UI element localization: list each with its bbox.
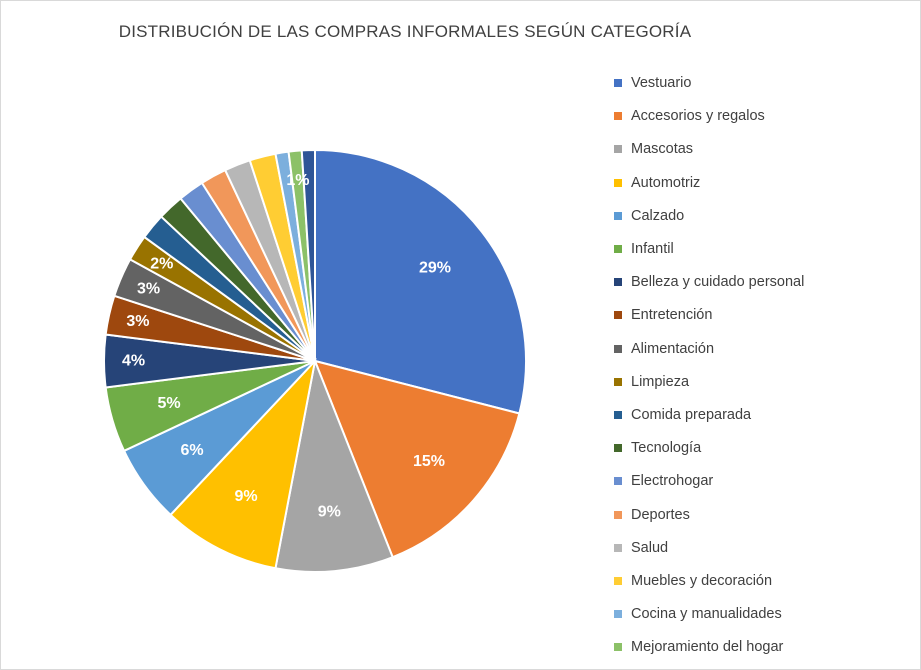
legend-label: Deportes xyxy=(631,506,690,523)
data-label-vestuario: 29% xyxy=(419,259,451,276)
pie-slice-mascotas xyxy=(274,357,394,573)
legend-label: Entretención xyxy=(631,307,713,324)
legend-swatch xyxy=(614,211,622,220)
data-label-alimentacion: 3% xyxy=(137,280,160,297)
legend-item-alimentacion: Alimentación xyxy=(614,339,714,359)
legend-swatch xyxy=(614,178,622,187)
legend-label: Automotriz xyxy=(631,174,701,191)
data-label-belleza-y-cuidado-personal: 4% xyxy=(122,353,145,370)
legend-label: Muebles y decoración xyxy=(631,573,773,589)
pie-slice-vestuario xyxy=(314,148,527,415)
legend-label: Calzado xyxy=(631,207,685,224)
legend-label: Salud xyxy=(631,539,669,556)
legend-swatch xyxy=(614,79,622,87)
legend-swatch xyxy=(614,311,622,320)
legend-swatch xyxy=(614,610,622,619)
legend-label: Accesorios y regalos xyxy=(631,108,765,125)
legend-swatch xyxy=(614,278,622,287)
data-label-accesorios-y-regalos: 15% xyxy=(413,453,445,470)
data-label-mascotas: 9% xyxy=(318,504,341,521)
legend-label: Mejoramiento del hogar xyxy=(631,639,784,656)
legend-item-tecnologia: Tecnología xyxy=(614,438,701,458)
legend-swatch xyxy=(614,411,622,419)
legend-item-infantil: Infantil xyxy=(614,239,674,259)
legend-item-electrohogar: Electrohogar xyxy=(614,471,713,491)
legend-swatch xyxy=(614,344,622,353)
legend-label: Electrohogar xyxy=(631,473,714,490)
legend-label: Comida preparada xyxy=(631,407,752,423)
legend-item-mascotas: Mascotas xyxy=(614,139,693,159)
legend-label: Infantil xyxy=(631,241,674,257)
legend-swatch xyxy=(614,377,622,386)
legend-item-entretencion: Entretención xyxy=(614,305,712,325)
legend-item-vestuario: Vestuario xyxy=(614,73,691,93)
legend-label: Mascotas xyxy=(631,141,694,158)
legend-item-deportes: Deportes xyxy=(614,505,690,525)
pie-data-labels: 29% 15% 9% 9% 6% 5% 4% 3% 3% 2% 1% xyxy=(122,172,451,521)
data-label-limpieza: 2% xyxy=(150,255,173,272)
legend-swatch xyxy=(614,643,622,652)
legend-swatch xyxy=(614,543,622,552)
legend-swatch xyxy=(614,444,622,453)
legend-swatch xyxy=(614,477,622,486)
pie-slices xyxy=(103,148,527,573)
legend-item-accesorios-y-regalos: Accesorios y regalos xyxy=(614,106,765,126)
legend-item-muebles-y-decoracion: Muebles y decoración xyxy=(614,571,772,591)
legend-item-limpieza: Limpieza xyxy=(614,372,689,392)
legend-item-automotriz: Automotriz xyxy=(614,173,700,193)
legend-swatch xyxy=(614,145,622,154)
legend-label: Vestuario xyxy=(631,75,692,91)
legend-item-salud: Salud xyxy=(614,538,668,558)
legend-swatch xyxy=(614,245,622,253)
legend-item-mejoramiento-del-hogar: Mejoramiento del hogar xyxy=(614,637,783,657)
pie-slice-otros xyxy=(300,148,316,362)
data-label-automotriz: 9% xyxy=(234,488,257,505)
legend-label: Cocina y manualidades xyxy=(631,606,782,623)
pie-slice-accesorios-y-regalos xyxy=(313,359,521,559)
legend-label: Belleza y cuidado personal xyxy=(631,274,805,291)
legend-item-cocina-y-manualidades: Cocina y manualidades xyxy=(614,604,782,624)
chart-title: DISTRIBUCIÓN DE LAS COMPRAS INFORMALES S… xyxy=(118,22,692,41)
legend-label: Alimentación xyxy=(631,340,715,357)
data-label-entretencion: 3% xyxy=(126,313,149,330)
legend-swatch xyxy=(614,510,622,519)
legend-item-comida-preparada: Comida preparada xyxy=(614,405,751,425)
legend-item-belleza-y-cuidado-personal: Belleza y cuidado personal xyxy=(614,272,804,292)
legend-item-calzado: Calzado xyxy=(614,206,684,226)
legend-label: Tecnología xyxy=(631,440,702,457)
data-label-infantil: 5% xyxy=(158,395,181,412)
pie-slice-automotriz xyxy=(169,357,317,570)
data-label-calzado: 6% xyxy=(181,442,204,459)
legend-label: Limpieza xyxy=(631,373,690,390)
legend-swatch xyxy=(614,577,622,585)
data-label-mejoramiento-del-hogar: 1% xyxy=(286,172,309,189)
legend-swatch xyxy=(614,112,622,121)
